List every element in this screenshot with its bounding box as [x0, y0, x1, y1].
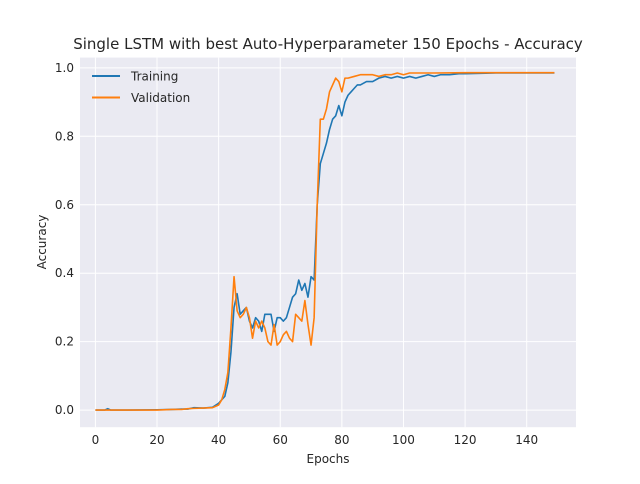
tick-labels: 0 20 40 60 80 100 120 140 0.0 0.2 0.4 0.6 0.8 1.0 [55, 61, 538, 447]
series-line-validation [95, 71, 555, 411]
y-tick-label: 0.0 [55, 403, 74, 417]
legend: Training Validation [92, 70, 190, 105]
y-tick-label: 1.0 [55, 61, 74, 75]
x-tick-label: 0 [92, 433, 100, 447]
legend-label-validation: Validation [131, 91, 190, 105]
y-tick-label: 0.2 [55, 335, 74, 349]
chart-title: Single LSTM with best Auto-Hyperparamete… [73, 35, 583, 53]
y-tick-label: 0.4 [55, 266, 74, 280]
x-axis-label: Epochs [307, 452, 350, 466]
y-tick-label: 0.6 [55, 198, 74, 212]
y-tick-label: 0.8 [55, 129, 74, 143]
plot-area [80, 57, 576, 428]
x-tick-label: 20 [149, 433, 164, 447]
series-lines [95, 71, 555, 411]
x-tick-label: 60 [273, 433, 288, 447]
x-tick-label: 40 [211, 433, 226, 447]
y-axis-label: Accuracy [35, 215, 49, 270]
x-tick-label: 80 [334, 433, 349, 447]
series-line-training [95, 72, 555, 411]
x-tick-label: 140 [515, 433, 538, 447]
legend-label-training: Training [130, 70, 178, 84]
x-tick-label: 120 [454, 433, 477, 447]
x-tick-label: 100 [392, 433, 415, 447]
